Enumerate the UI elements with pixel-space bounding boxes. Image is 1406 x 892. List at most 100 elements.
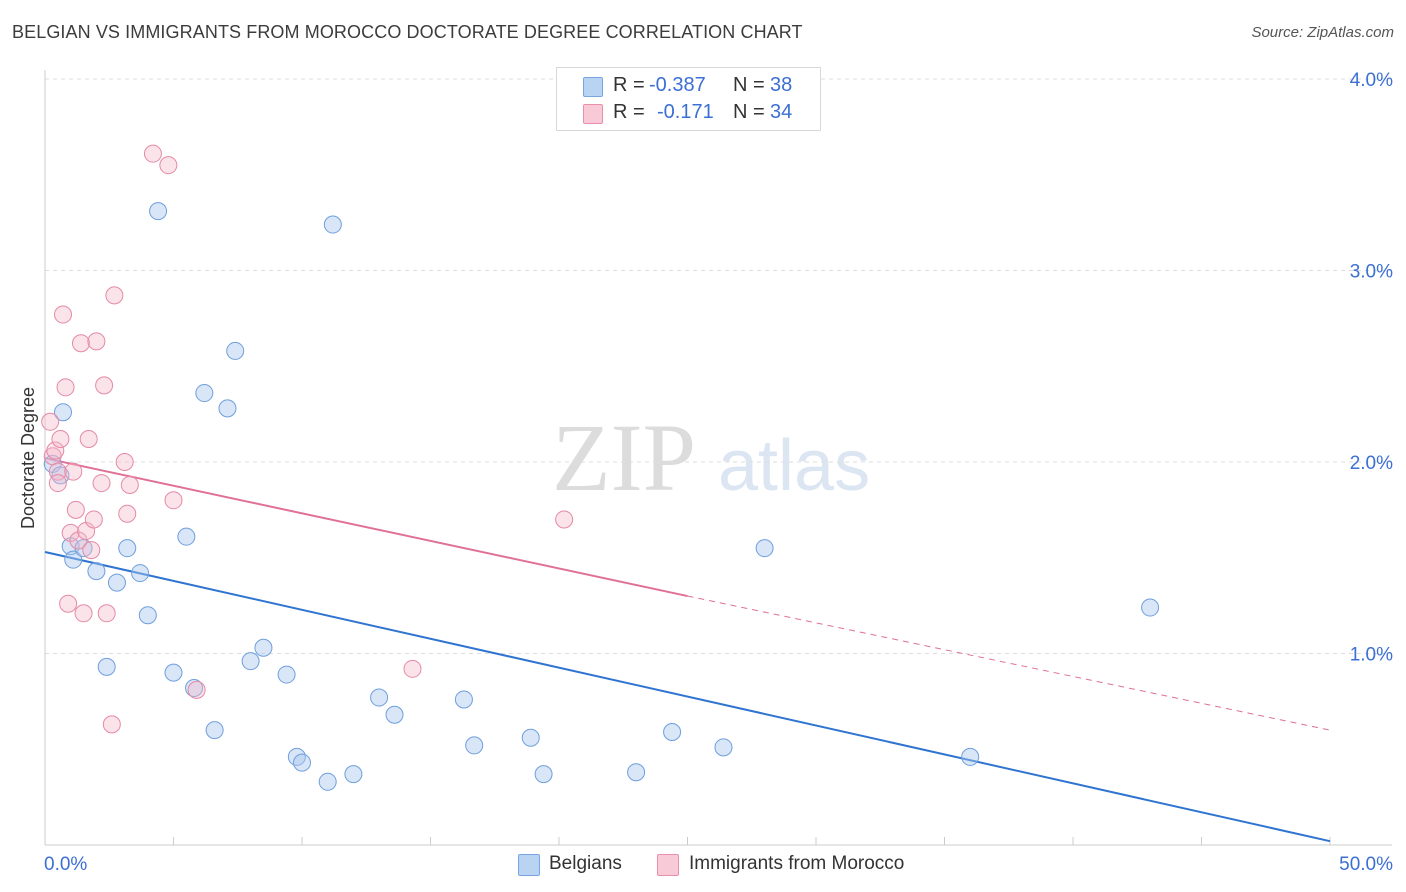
belgians-point xyxy=(241,652,260,671)
morocco-point xyxy=(61,523,80,542)
belgians-point xyxy=(218,399,237,418)
morocco-point xyxy=(115,453,134,471)
morocco-point xyxy=(48,474,67,493)
morocco-point xyxy=(82,541,101,560)
belgians-point xyxy=(1141,598,1160,617)
watermark-zip: ZIP xyxy=(552,404,696,511)
morocco-point xyxy=(56,378,75,397)
belgians-legend-swatch xyxy=(518,854,540,876)
belgians-legend-label: Belgians xyxy=(549,853,622,874)
r-value: -0.171 xyxy=(657,101,714,123)
belgians-point xyxy=(961,747,980,766)
morocco-point xyxy=(120,475,139,494)
morocco-trend-extension xyxy=(687,595,1331,731)
belgians-trend-line xyxy=(44,551,1331,843)
belgians-point xyxy=(149,202,168,221)
belgians-point xyxy=(205,721,224,740)
belgians-point xyxy=(627,763,646,782)
y-tick-label: 3.0% xyxy=(1350,262,1393,283)
n-value: 38 xyxy=(770,74,793,96)
belgians-point xyxy=(370,688,389,707)
stats-legend-row-morocco: R = -0.171 N = 34 xyxy=(557,100,820,126)
belgians-point xyxy=(177,527,196,546)
y-tick-label: 2.0% xyxy=(1350,453,1393,474)
morocco-point xyxy=(87,332,106,351)
belgians-point xyxy=(318,772,337,791)
morocco-point xyxy=(51,430,70,449)
morocco-point xyxy=(69,531,88,550)
n-value: 34 xyxy=(770,101,793,123)
n-label: N = xyxy=(733,101,765,123)
morocco-legend-label: Immigrants from Morocco xyxy=(689,853,905,874)
watermark-atlas: atlas xyxy=(718,426,870,506)
series-legend: Belgians Immigrants from Morocco xyxy=(0,852,1406,876)
morocco-point xyxy=(403,659,422,678)
belgians-point xyxy=(118,539,137,558)
y-tick-label: 1.0% xyxy=(1350,645,1393,666)
belgians-point xyxy=(107,573,126,592)
morocco-point xyxy=(164,491,183,510)
watermark: ZIP atlas xyxy=(552,404,870,511)
morocco-point xyxy=(102,715,121,734)
stats-legend: R = -0.387 N = 38 R = -0.171 N = 34 xyxy=(556,67,821,131)
belgians-point xyxy=(465,736,484,755)
x-tick-label: 0.0% xyxy=(44,854,87,875)
n-label: N = xyxy=(733,74,765,96)
belgians-point xyxy=(277,665,296,684)
belgians-point xyxy=(323,215,342,234)
morocco-point xyxy=(555,510,574,529)
stats-legend-row-belgians: R = -0.387 N = 38 xyxy=(557,73,820,99)
belgians-point xyxy=(293,753,311,772)
morocco-point xyxy=(143,144,162,163)
gridlines xyxy=(45,78,1392,654)
morocco-point xyxy=(84,510,103,529)
r-label: R = xyxy=(613,101,645,123)
morocco-point xyxy=(95,376,114,395)
morocco-point xyxy=(74,604,93,623)
morocco-point xyxy=(46,441,65,460)
belgians-point xyxy=(131,564,150,583)
trend-lines xyxy=(44,457,1331,843)
chart-title: BELGIAN VS IMMIGRANTS FROM MOROCCO DOCTO… xyxy=(12,22,803,42)
morocco-legend-swatch xyxy=(657,854,679,876)
belgians-point xyxy=(663,723,682,742)
belgians-point xyxy=(87,562,106,581)
morocco-point xyxy=(71,334,90,353)
morocco-point xyxy=(97,604,116,623)
belgians-point xyxy=(521,728,540,747)
morocco-point xyxy=(105,286,124,305)
belgians-point xyxy=(185,678,204,697)
belgians-point xyxy=(195,384,214,403)
morocco-point xyxy=(64,462,83,481)
morocco-point xyxy=(159,156,178,175)
belgians-point xyxy=(534,765,553,784)
morocco-point xyxy=(53,305,72,324)
morocco-swatch xyxy=(583,104,603,124)
belgians-point xyxy=(138,606,157,625)
belgians-swatch xyxy=(583,77,603,97)
r-label: R = xyxy=(613,74,645,96)
belgians-point xyxy=(97,657,116,676)
morocco-point xyxy=(79,430,98,449)
source-credit: Source: ZipAtlas.com xyxy=(1251,24,1394,41)
belgians-point xyxy=(454,690,473,709)
morocco-point xyxy=(66,500,85,519)
belgians-point xyxy=(53,403,72,422)
belgians-point xyxy=(254,638,273,657)
morocco-point xyxy=(92,474,111,493)
belgians-point xyxy=(164,663,183,682)
belgians-point xyxy=(755,539,774,558)
y-tick-label: 4.0% xyxy=(1350,70,1393,91)
morocco-trend-line xyxy=(44,457,688,598)
morocco-point xyxy=(41,412,60,431)
axes: 1.0% 2.0% 3.0% 4.0% 0.0% 50.0% xyxy=(44,70,1393,875)
belgians-point xyxy=(344,765,363,784)
belgians-point xyxy=(385,705,404,724)
data-points xyxy=(41,144,1160,791)
belgians-point xyxy=(64,550,83,569)
belgians-point xyxy=(226,341,245,360)
belgians-point xyxy=(714,738,733,757)
r-value: -0.387 xyxy=(649,74,706,96)
x-tick-label: 50.0% xyxy=(1339,854,1393,875)
